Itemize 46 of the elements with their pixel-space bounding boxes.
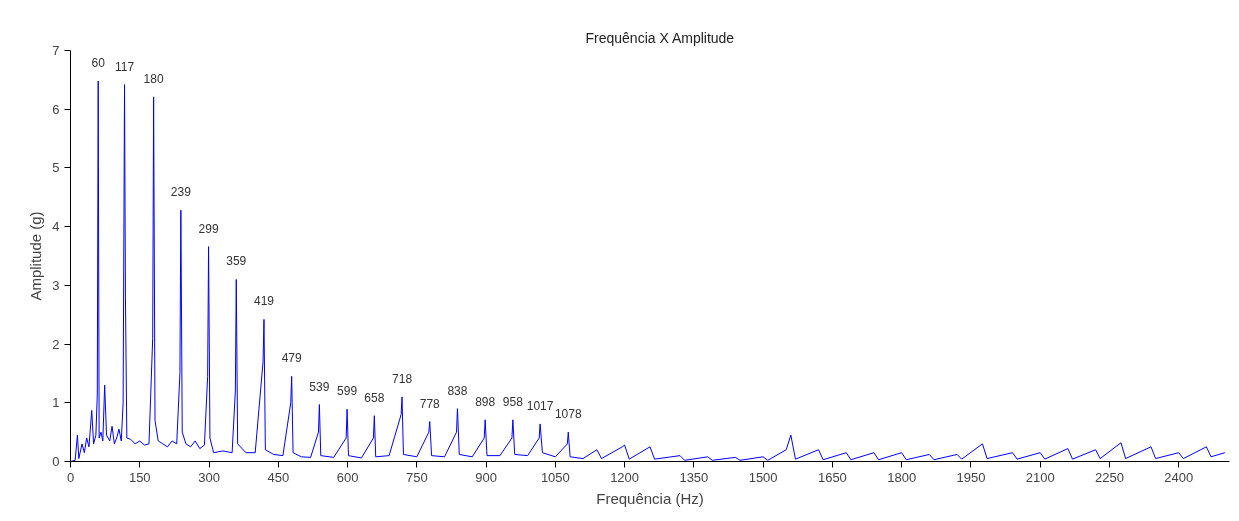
annotation: 419 <box>253 294 275 309</box>
annotation: 838 <box>447 383 468 398</box>
y-tick-label: 1 <box>52 395 60 411</box>
x-tick-label: 1350 <box>679 469 709 485</box>
x-tick-label: 0 <box>66 469 75 485</box>
x-tick-label: 1800 <box>887 469 917 485</box>
annotation: 778 <box>419 396 441 411</box>
y-tick-label: 4 <box>52 219 60 235</box>
x-tick-label: 2100 <box>1025 469 1055 485</box>
y-tick-label: 6 <box>52 101 60 117</box>
annotation: 1017 <box>526 398 554 413</box>
x-tick-label: 750 <box>405 469 428 485</box>
annotation: 958 <box>502 394 524 409</box>
annotation: 898 <box>475 394 496 409</box>
y-tick-label: 3 <box>52 277 60 293</box>
x-tick-label: 1200 <box>610 469 640 485</box>
annotation: 479 <box>281 351 303 366</box>
annotation: 239 <box>170 185 192 200</box>
y-tick-label: 7 <box>52 43 60 58</box>
x-tick-label: 1500 <box>748 469 778 485</box>
annotation: 180 <box>143 71 164 86</box>
annotation: 599 <box>337 384 358 399</box>
x-tick-label: 600 <box>336 469 359 485</box>
annotation: 718 <box>392 371 413 386</box>
annotation: 60 <box>91 56 106 71</box>
y-tick-label: 2 <box>52 336 60 352</box>
y-tick-label: 0 <box>52 454 60 469</box>
x-tick-label: 1650 <box>817 469 847 485</box>
annotation: 117 <box>114 59 135 74</box>
annotation: 299 <box>198 221 219 236</box>
annotation: 658 <box>364 390 385 405</box>
y-axis-title: Amplitude (g) <box>27 211 45 301</box>
chart-title: Frequência X Amplitude <box>585 29 735 46</box>
x-tick-label: 900 <box>475 469 497 485</box>
x-tick-label: 450 <box>267 469 290 485</box>
x-tick-label: 2400 <box>1164 469 1194 485</box>
annotation: 539 <box>309 379 330 394</box>
annotation: 359 <box>226 254 247 269</box>
x-tick-label: 2250 <box>1094 469 1124 485</box>
x-tick-label: 1950 <box>956 469 986 485</box>
y-tick-label: 5 <box>52 160 60 176</box>
x-tick-label: 300 <box>198 469 220 485</box>
x-tick-label: 1050 <box>540 469 570 485</box>
x-tick-label: 150 <box>128 469 151 485</box>
x-axis-title: Frequência (Hz) <box>596 489 704 507</box>
annotation: 1078 <box>554 407 582 422</box>
